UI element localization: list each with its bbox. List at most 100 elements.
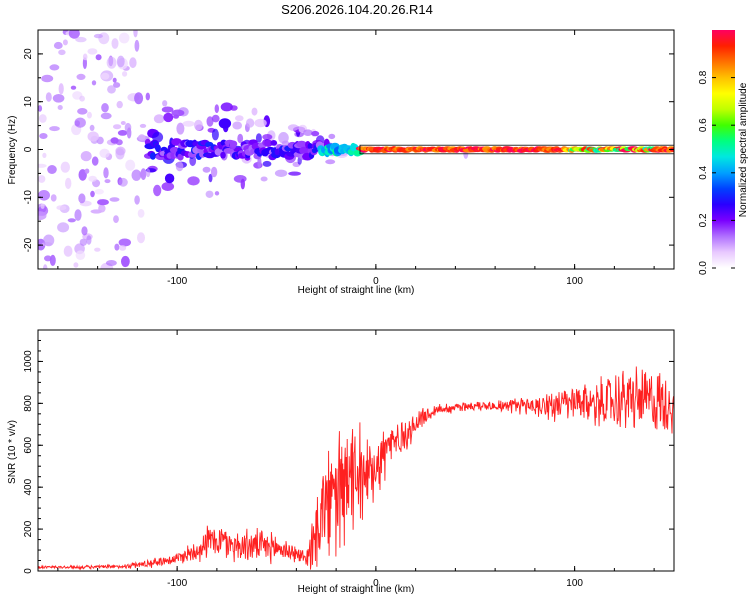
spectrogram-cell [111, 38, 119, 49]
spectrogram-y-tick-label: -10 [23, 190, 34, 205]
snr-y-tick-label: 600 [23, 436, 34, 453]
spectrogram-cell [220, 102, 233, 112]
colorbar-tick-label: 0.8 [698, 70, 709, 84]
spectrogram-cell [88, 175, 97, 182]
spectrogram-cell [70, 85, 77, 90]
spectrogram-cell [68, 30, 80, 39]
spectrogram-cell [245, 118, 255, 128]
spectrogram-cell [76, 73, 86, 80]
snr-x-tick-label: 100 [566, 578, 583, 589]
spectrogram-cell [140, 168, 147, 181]
spectrogram-cell [303, 129, 313, 136]
snr-background [38, 330, 674, 571]
spectrogram-cell [77, 108, 88, 115]
spectrogram-cell [125, 159, 136, 171]
spectrogram-cell [182, 120, 195, 127]
spectrogram-cell [288, 171, 301, 176]
spectrogram-cell [117, 130, 128, 136]
spectrogram-cell [91, 156, 99, 166]
spectrogram-cell [133, 30, 138, 38]
spectrogram-cell [211, 128, 219, 141]
spectrogram-cell [58, 49, 66, 56]
spectrogram-carrier-cell [220, 151, 226, 159]
spectrogram-cell [65, 177, 72, 190]
spectrogram-cell [163, 112, 174, 123]
spectrogram-cell [105, 260, 117, 266]
spectrogram-cell [75, 250, 86, 260]
spectrogram-cell [50, 194, 57, 202]
spectrogram-cell [118, 177, 128, 187]
spectrogram-carrier-cell [223, 147, 234, 154]
spectrogram-cell [56, 205, 67, 211]
spectrogram-cell [208, 173, 213, 183]
spectrogram-cell [126, 127, 132, 139]
spectrogram-cell [205, 190, 214, 198]
spectrogram-cell [40, 203, 45, 209]
spectrogram-cell [104, 179, 111, 184]
spectrogram-cell [120, 121, 126, 125]
spectrogram-y-tick-label: 20 [23, 48, 34, 60]
spectrogram-cell [82, 57, 87, 70]
spectrogram-cell [90, 190, 95, 198]
spectrogram-cell [101, 103, 109, 113]
spectrogram-cell [98, 204, 106, 213]
carrier-band-outline [359, 144, 674, 155]
spectrogram-cell [41, 74, 54, 83]
spectrogram-cell [78, 169, 87, 181]
spectrogram-cell [62, 39, 68, 46]
snr-y-tick-label: 200 [23, 520, 34, 537]
spectrogram-cell [161, 182, 175, 191]
spectrogram-cells [38, 30, 674, 269]
snr-series-line [38, 366, 674, 571]
snr-y-tick-label: 400 [23, 478, 34, 495]
spectrogram-cell [114, 243, 120, 251]
spectrogram-cell [194, 119, 203, 131]
colorbar-ticks: 0.0 0.2 0.4 0.6 0.8 [698, 70, 735, 275]
spectrogram-cell [164, 173, 175, 184]
spectrogram-cell [38, 105, 43, 112]
spectrogram-cell [42, 152, 47, 158]
spectrogram-cell [106, 56, 117, 69]
spectrogram-cell [57, 222, 70, 233]
spectrogram-cell [131, 169, 142, 181]
snr-y-tick-label: 800 [23, 395, 34, 412]
spectrogram-cell [94, 247, 101, 252]
snr-y-tick-label: 1000 [23, 350, 34, 373]
spectrogram-y-tick-label: 10 [23, 96, 34, 108]
spectrogram-cell [100, 72, 110, 80]
spectrogram-cell [254, 118, 267, 128]
spectrogram-cell [206, 116, 214, 127]
snr-x-tick-label: -100 [167, 578, 187, 589]
spectrogram-cell [53, 41, 63, 50]
spectrogram-cell [109, 197, 120, 202]
spectrogram-cell [45, 92, 52, 102]
spectrogram-cell [287, 124, 299, 131]
spectrogram-cell [138, 134, 146, 141]
spectrogram-cell [240, 178, 245, 190]
spectrogram-cell [251, 107, 258, 116]
spectrogram-cell [116, 100, 123, 109]
spectrogram-cell [107, 85, 116, 94]
spectrogram-cell [43, 264, 48, 269]
spectrogram-cell [86, 235, 92, 245]
spectrogram-carrier-cell [229, 140, 238, 148]
spectrogram-cell [153, 184, 162, 197]
spectrogram-cell [187, 176, 200, 186]
spectrogram-cell [39, 133, 48, 139]
spectrogram-cell [218, 118, 232, 129]
spectrogram-carrier-cell [264, 139, 273, 147]
spectrogram-x-tick-label: 0 [373, 276, 379, 287]
spectrogram-carrier-cell [149, 152, 156, 160]
spectrogram-carrier-cell [307, 143, 313, 150]
spectrogram-carrier-cell [155, 144, 161, 153]
spectrogram-carrier-cell [296, 140, 307, 148]
spectrogram-cell [79, 238, 88, 246]
spectrogram-cell [237, 133, 244, 144]
spectrogram-cell [232, 121, 242, 130]
snr-frame [37, 329, 675, 572]
spectrogram-cell [119, 245, 127, 251]
spectrogram-cell [328, 133, 336, 140]
figure-title: S206.2026.104.20.26.R14 [281, 2, 433, 17]
